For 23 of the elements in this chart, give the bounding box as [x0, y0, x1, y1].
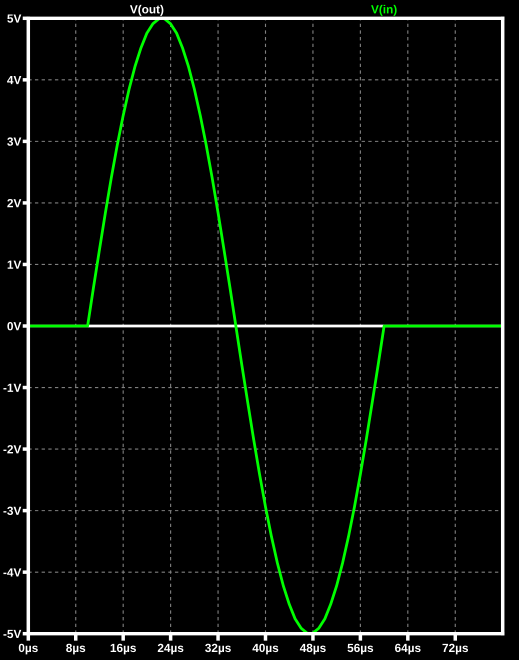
x-tick-label: 72µs — [442, 644, 468, 654]
y-tick-label: 4V — [7, 76, 22, 84]
x-tick-label: 0µs — [18, 644, 38, 654]
x-tick-label: 32µs — [205, 644, 231, 654]
x-tick-label: 48µs — [300, 644, 326, 654]
x-tick-label: 40µs — [252, 644, 278, 654]
y-tick-label: -5V — [3, 630, 22, 638]
text: V(in) — [371, 4, 397, 16]
y-tick-label: -4V — [3, 568, 22, 576]
y-tick-label: 3V — [7, 137, 22, 146]
x-tick-label: 56µs — [347, 644, 374, 654]
y-tick-label: -3V — [3, 506, 22, 516]
y-tick-label: 2V — [7, 198, 22, 208]
x-tick-label: 24µs — [158, 644, 184, 654]
x-tick-label: 8µs — [66, 644, 86, 654]
y-tick-label: 1V — [8, 260, 22, 269]
x-tick-label: 64µs — [395, 644, 421, 654]
y-tick-label: -1V — [3, 384, 22, 392]
y-tick-label: 0V — [7, 322, 22, 330]
y-tick-label: -2V — [3, 445, 22, 454]
y-tick-label: 5V — [7, 14, 22, 23]
x-tick-label: 16µs — [110, 644, 136, 654]
text: V(out) — [130, 4, 164, 16]
